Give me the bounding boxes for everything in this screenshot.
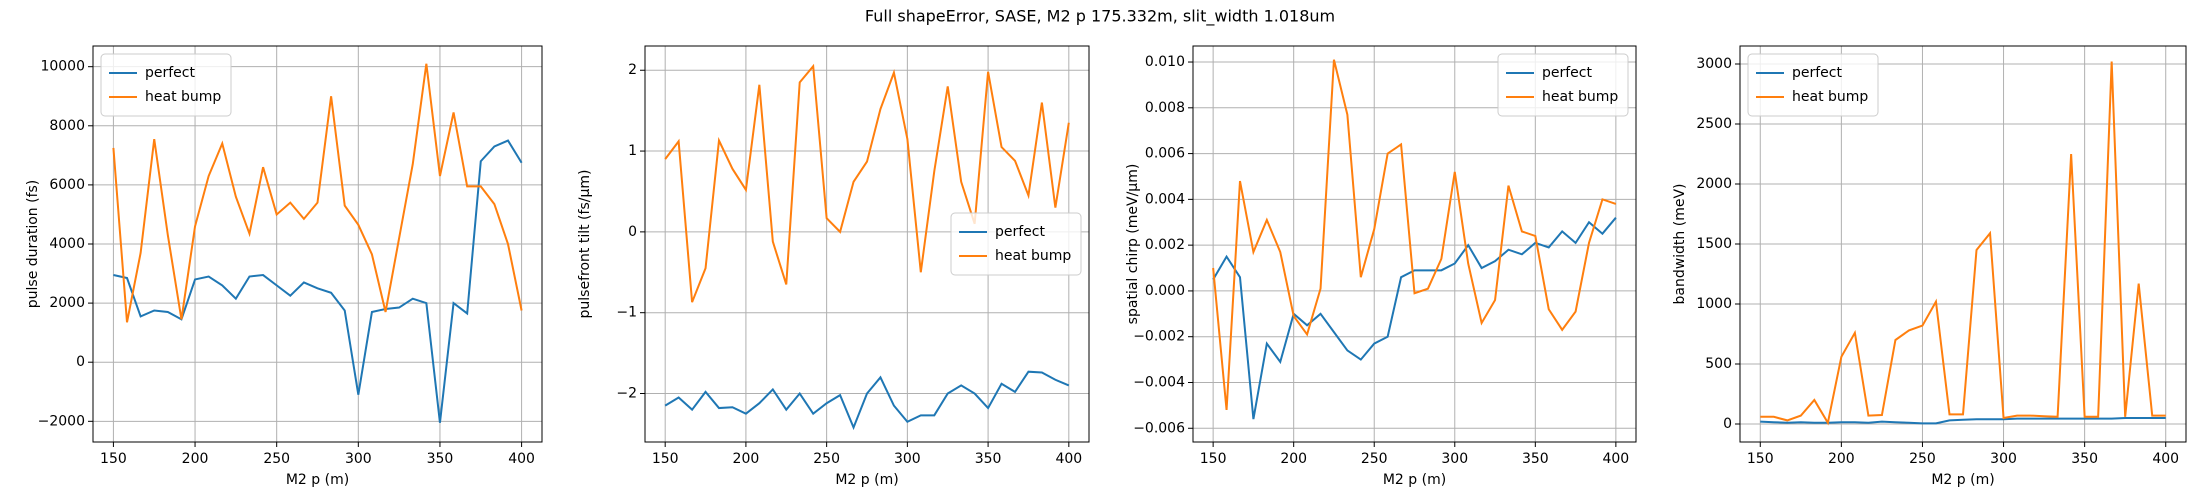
series-line (1760, 61, 2166, 426)
legend-label: perfect (995, 224, 1045, 240)
y-tick-label: 2 (628, 62, 637, 78)
x-tick-label: 200 (182, 451, 209, 467)
x-tick-label: 300 (1441, 451, 1468, 467)
legend-label: heat bump (1542, 89, 1618, 105)
x-tick-label: 400 (508, 451, 535, 467)
y-tick-label: 0.008 (1145, 100, 1185, 116)
y-axis-label: bandwidth (meV) (1672, 183, 1688, 304)
series-line (112, 63, 523, 323)
x-axis-label: M2 p (m) (835, 472, 898, 488)
legend-box (950, 212, 1082, 276)
legend-label: perfect (1792, 65, 1842, 81)
y-tick-label: 0.002 (1145, 237, 1185, 253)
y-tick-label: 2000 (49, 295, 85, 311)
x-axis-label: M2 p (m) (1931, 472, 1994, 488)
y-tick-label: 500 (1705, 356, 1732, 372)
axes-frame (1739, 45, 2187, 443)
series-line (664, 370, 1070, 431)
legend-box (1497, 53, 1629, 117)
y-tick-label: 0.004 (1145, 191, 1185, 207)
x-tick-label: 400 (1055, 451, 1082, 467)
legend-label: perfect (1542, 65, 1592, 81)
y-axis-label: pulsefront tilt (fs/μm) (577, 170, 593, 319)
y-tick-label: 0 (628, 224, 637, 240)
x-tick-label: 150 (1200, 451, 1227, 467)
legend-box (1747, 53, 1879, 117)
y-tick-label: 6000 (49, 177, 85, 193)
x-axis-label: M2 p (m) (1383, 472, 1446, 488)
legend-box (100, 53, 232, 117)
legend-label: heat bump (145, 89, 221, 105)
legend-label: perfect (145, 65, 195, 81)
axes-frame (92, 45, 543, 443)
y-tick-label: 0.010 (1145, 54, 1185, 70)
figure-title: Full shapeError, SASE, M2 p 175.332m, sl… (865, 7, 1335, 27)
series-line (664, 63, 1070, 303)
x-axis-label: M2 p (m) (286, 472, 349, 488)
x-tick-label: 350 (1522, 451, 1549, 467)
series-line (1760, 417, 2166, 425)
x-tick-label: 250 (1909, 451, 1936, 467)
y-tick-label: 0.000 (1145, 283, 1185, 299)
x-tick-label: 150 (652, 451, 679, 467)
series-line (1212, 217, 1617, 420)
series-line (1212, 59, 1617, 411)
y-tick-label: 1 (628, 143, 637, 159)
x-tick-label: 250 (813, 451, 840, 467)
y-axis-label: pulse duration (fs) (25, 180, 41, 309)
y-tick-label: −1 (616, 305, 637, 321)
y-tick-label: 2500 (1696, 116, 1732, 132)
y-tick-label: 1500 (1696, 236, 1732, 252)
legend-label: heat bump (1792, 89, 1868, 105)
y-tick-label: 0 (76, 354, 85, 370)
x-tick-label: 250 (263, 451, 290, 467)
x-tick-label: 200 (1828, 451, 1855, 467)
y-tick-label: −0.004 (1133, 374, 1185, 390)
y-tick-label: 3000 (1696, 56, 1732, 72)
y-axis-label: spatial chirp (meV/μm) (1125, 164, 1141, 325)
y-tick-label: 0.006 (1145, 146, 1185, 162)
x-tick-label: 350 (427, 451, 454, 467)
y-tick-label: −2 (616, 386, 637, 402)
axes-frame (1192, 45, 1637, 443)
x-tick-label: 400 (1602, 451, 1629, 467)
x-tick-label: 300 (1990, 451, 2017, 467)
y-tick-label: 0 (1723, 416, 1732, 432)
x-tick-label: 200 (1280, 451, 1307, 467)
x-tick-label: 350 (2071, 451, 2098, 467)
x-tick-label: 150 (1747, 451, 1774, 467)
x-tick-label: 300 (345, 451, 372, 467)
axes-frame (644, 45, 1090, 443)
y-tick-label: 4000 (49, 236, 85, 252)
y-tick-label: 1000 (1696, 296, 1732, 312)
y-tick-label: −0.006 (1133, 420, 1185, 436)
y-tick-label: 10000 (40, 59, 85, 75)
y-tick-label: −0.002 (1133, 329, 1185, 345)
legend-label: heat bump (995, 248, 1071, 264)
y-tick-label: 2000 (1696, 176, 1732, 192)
y-tick-label: −2000 (38, 413, 85, 429)
x-tick-label: 300 (894, 451, 921, 467)
y-tick-label: 8000 (49, 118, 85, 134)
x-tick-label: 150 (100, 451, 127, 467)
x-tick-label: 350 (975, 451, 1002, 467)
x-tick-label: 200 (733, 451, 760, 467)
x-tick-label: 400 (2152, 451, 2179, 467)
x-tick-label: 250 (1361, 451, 1388, 467)
